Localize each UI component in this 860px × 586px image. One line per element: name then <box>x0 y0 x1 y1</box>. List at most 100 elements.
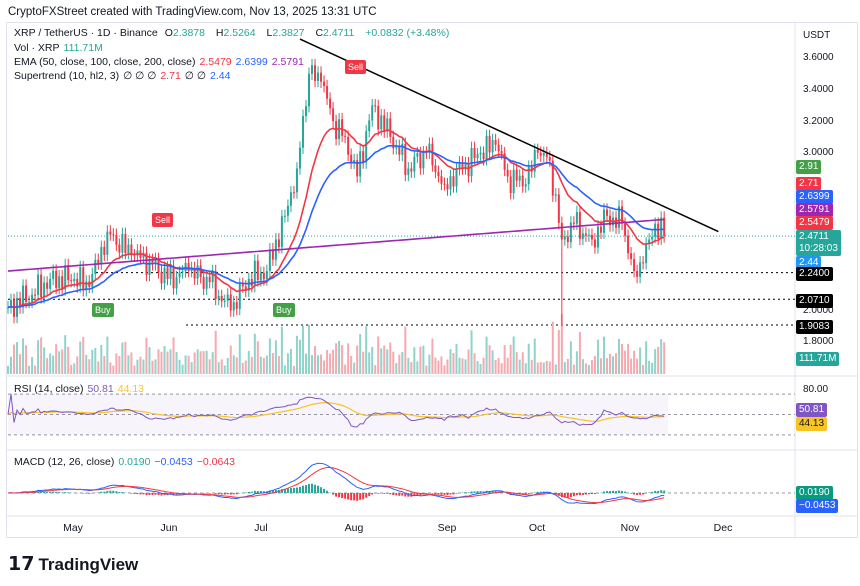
candle-body <box>100 246 103 264</box>
volume-bar <box>452 353 455 374</box>
candle-body <box>627 235 630 254</box>
candle-body <box>238 283 241 309</box>
candle-body <box>314 65 317 81</box>
macd-histogram-bar <box>527 493 530 494</box>
candle-body <box>196 265 199 279</box>
macd-histogram-bar <box>536 491 539 493</box>
candle-body <box>329 98 332 109</box>
candle-body <box>500 151 503 154</box>
volume-bar <box>37 340 40 374</box>
candle-body <box>124 233 127 254</box>
volume-bar <box>615 353 618 374</box>
macd-histogram-bar <box>280 489 283 493</box>
volume-bar <box>241 362 244 374</box>
volume-bar <box>605 358 608 374</box>
volume-bar <box>621 344 624 374</box>
macd-histogram-bar <box>109 490 112 493</box>
macd-histogram-bar <box>34 492 37 493</box>
rsi-line <box>7 394 665 428</box>
macd-histogram-bar <box>621 490 624 493</box>
candle-body <box>533 149 536 172</box>
candle-body <box>172 265 175 289</box>
volume-bar <box>642 364 645 374</box>
macd-histogram-bar <box>491 490 494 493</box>
candle-body <box>148 259 151 275</box>
macd-histogram-bar <box>657 490 660 493</box>
candle-body <box>82 267 85 291</box>
volume-bar <box>473 353 476 374</box>
candle-body <box>497 144 500 152</box>
macd-histogram-bar <box>154 493 157 495</box>
macd-histogram-bar <box>118 492 121 493</box>
volume-bar <box>145 337 148 374</box>
macd-histogram-bar <box>292 488 295 493</box>
candle-body <box>160 272 163 284</box>
candle-body <box>350 154 353 163</box>
candle-body <box>121 233 124 253</box>
macd-histogram-bar <box>425 493 428 495</box>
volume-bar <box>79 341 82 374</box>
macd-histogram-bar <box>341 493 344 499</box>
volume-bar <box>476 361 479 374</box>
candle-body <box>61 276 64 290</box>
candle-body <box>64 265 67 290</box>
volume-bar <box>94 348 97 374</box>
candle-body <box>55 270 58 288</box>
candle-body <box>389 118 392 137</box>
volume-bar <box>488 345 491 374</box>
volume-bar <box>612 356 615 374</box>
macd-value: −0.0453 <box>154 456 193 468</box>
candle-body <box>636 271 639 277</box>
volume-bar <box>651 362 654 374</box>
volume-bar <box>301 325 304 374</box>
volume-bar <box>25 345 28 374</box>
volume-bar <box>389 342 392 374</box>
macd-histogram-bar <box>226 493 229 495</box>
candle-body <box>639 262 642 277</box>
candle-body <box>657 223 660 239</box>
last-price-tag: 2.4711 10:28:03 <box>796 230 841 256</box>
volume-bar <box>353 362 356 374</box>
macd-histogram-bar <box>335 493 338 497</box>
candle-body <box>70 280 73 282</box>
volume-bar <box>660 339 663 374</box>
volume-bar <box>226 357 229 374</box>
candle-body <box>7 307 9 309</box>
volume-bar <box>253 333 256 374</box>
macd-tag: −0.0453 <box>796 499 839 513</box>
volume-bar <box>461 358 464 374</box>
candle-body <box>599 226 602 233</box>
volume-bar <box>100 344 103 374</box>
volume-bar <box>404 326 407 374</box>
month-label: Aug <box>344 522 364 534</box>
volume-bar <box>494 359 497 374</box>
macd-histogram-bar <box>208 493 211 494</box>
month-label: Jun <box>160 522 178 534</box>
macd-histogram-bar <box>283 488 286 493</box>
candle-body <box>10 300 13 308</box>
month-label: Nov <box>620 522 640 534</box>
candle-body <box>642 262 645 264</box>
volume-bar <box>286 353 289 374</box>
candle-body <box>211 271 214 283</box>
macd-legend: MACD (12, 26, close) 0.0190 −0.0453 −0.0643 <box>14 456 239 468</box>
candle-body <box>187 262 190 272</box>
candle-body <box>377 106 380 130</box>
candle-body <box>359 151 362 177</box>
macd-histogram-bar <box>88 493 91 494</box>
candle-body <box>85 281 88 291</box>
macd-histogram-bar <box>630 493 633 494</box>
candle-body <box>22 285 25 308</box>
candle-body <box>127 244 130 254</box>
volume-bar <box>398 354 401 374</box>
volume-bar <box>440 356 443 374</box>
candle-body <box>660 217 663 239</box>
macd-histogram-bar <box>271 490 274 493</box>
level-tag: 1.9083 <box>796 320 833 334</box>
supertrend-down-tag: 2.44 <box>796 256 822 270</box>
macd-histogram-bar <box>205 493 208 494</box>
candle-body <box>509 176 512 194</box>
macd-histogram-bar <box>49 491 52 493</box>
candle-body <box>386 118 389 132</box>
